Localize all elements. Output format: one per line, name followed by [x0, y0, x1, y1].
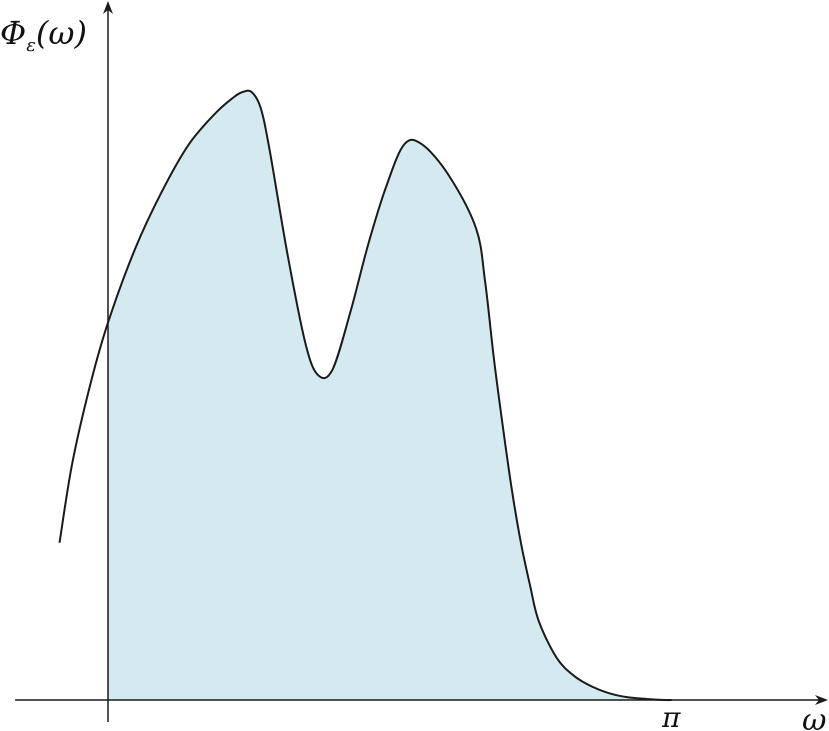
- y-axis-label-argument: (ω): [36, 14, 87, 52]
- labels: Φε(ω) ω π: [0, 14, 826, 731]
- area-layer: [108, 90, 672, 701]
- y-axis-label: Φε(ω): [0, 14, 87, 56]
- x-tick-label-pi: π: [661, 701, 681, 731]
- y-axis-arrowhead: [103, 1, 113, 14]
- shaded-area: [108, 90, 672, 701]
- y-axis-label-main: Φ: [0, 14, 26, 52]
- curve-layer: [58, 89, 672, 702]
- x-axis-label: ω: [802, 703, 826, 731]
- axes: [15, 1, 828, 722]
- x-axis-arrowhead: [815, 695, 828, 705]
- y-axis-label-subscript: ε: [26, 35, 36, 56]
- density-curve: [58, 89, 672, 702]
